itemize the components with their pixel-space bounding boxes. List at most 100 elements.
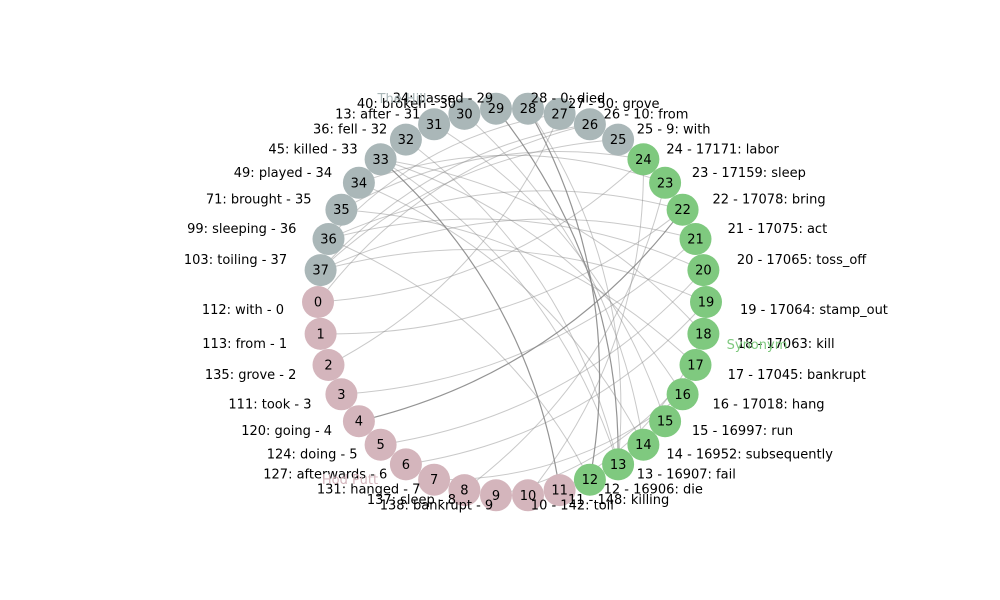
node-11[interactable]: 11: [543, 474, 576, 507]
node-1[interactable]: 1: [304, 317, 337, 350]
node-id-1: 1: [316, 327, 324, 342]
node-circle-3: [325, 378, 358, 411]
node-id-22: 22: [674, 203, 691, 218]
node-14[interactable]: 14: [627, 428, 660, 461]
node-24[interactable]: 24: [627, 143, 660, 176]
node-circle-4: [342, 405, 375, 438]
node-30[interactable]: 30: [448, 97, 481, 130]
node-id-32: 32: [398, 133, 415, 148]
edge-19-37: [320, 249, 707, 303]
group-label-synonym: Synonym: [727, 338, 788, 353]
group-label-layer: Hod Putt Synonym The Hill: [322, 92, 787, 488]
node-23[interactable]: 23: [649, 166, 682, 199]
node-id-15: 15: [657, 415, 674, 430]
node-circle-24: [627, 143, 660, 176]
node-id-16: 16: [674, 388, 691, 403]
node-7[interactable]: 7: [418, 463, 451, 496]
node-36[interactable]: 36: [312, 223, 345, 255]
node-28[interactable]: 28: [512, 92, 544, 125]
node-33[interactable]: 33: [364, 143, 397, 176]
node-0[interactable]: 0: [302, 286, 334, 318]
node-circle-9: [480, 479, 512, 512]
node-id-21: 21: [687, 233, 704, 248]
node-31[interactable]: 31: [418, 108, 451, 141]
node-10[interactable]: 10: [512, 479, 544, 512]
edge-13-33: [380, 158, 619, 465]
edge-23-34: [358, 154, 666, 184]
edge-3-21: [341, 238, 696, 395]
node-circle-5: [364, 428, 397, 461]
node-4[interactable]: 4: [342, 405, 375, 438]
node-32[interactable]: 32: [389, 123, 422, 156]
edge-4-22: [358, 209, 684, 422]
node-label-4: 120: going - 4: [241, 424, 332, 439]
node-8[interactable]: 8: [448, 474, 481, 507]
node-12[interactable]: 12: [573, 463, 606, 496]
node-id-13: 13: [610, 458, 627, 473]
edge-1-22: [320, 209, 683, 335]
node-37[interactable]: 37: [304, 254, 337, 287]
edge-2-27: [328, 113, 561, 366]
node-15[interactable]: 15: [649, 405, 682, 438]
node-label-11: 11 - 148: killing: [568, 493, 669, 508]
node-circle-31: [418, 108, 451, 141]
group-label-hod_putt: Hod Putt: [322, 473, 378, 488]
node-25[interactable]: 25: [602, 123, 635, 156]
node-17[interactable]: 17: [679, 349, 712, 381]
node-label-27: 27 - 50: grove: [568, 97, 660, 112]
node-29[interactable]: 29: [480, 92, 512, 125]
node-id-9: 9: [492, 489, 500, 504]
node-22[interactable]: 22: [666, 193, 699, 226]
node-13[interactable]: 13: [602, 448, 635, 481]
node-circle-10: [512, 479, 544, 512]
node-18[interactable]: 18: [687, 317, 720, 350]
node-circle-28: [512, 92, 544, 125]
node-label-16: 16 - 17018: hang: [713, 397, 825, 412]
edge-20-36: [328, 218, 704, 271]
node-35[interactable]: 35: [325, 193, 358, 226]
edge-26-0: [317, 123, 591, 303]
node-id-20: 20: [695, 264, 712, 279]
node-5[interactable]: 5: [364, 428, 397, 461]
node-34[interactable]: 34: [342, 166, 375, 199]
node-6[interactable]: 6: [389, 448, 422, 481]
node-26[interactable]: 26: [573, 108, 606, 141]
node-circle-35: [325, 193, 358, 226]
node-circle-33: [364, 143, 397, 176]
node-19[interactable]: 19: [690, 286, 722, 318]
node-2[interactable]: 2: [312, 349, 345, 381]
node-3[interactable]: 3: [325, 378, 358, 411]
node-circle-6: [389, 448, 422, 481]
edge-21-37: [320, 218, 696, 271]
node-label-6: 127: afterwards - 6: [263, 467, 387, 482]
node-circle-30: [448, 97, 481, 130]
node-label-15: 15 - 16997: run: [692, 424, 793, 439]
node-circle-13: [602, 448, 635, 481]
edge-16-33: [380, 158, 684, 395]
node-circle-14: [627, 428, 660, 461]
node-21[interactable]: 21: [679, 223, 712, 255]
node-circle-32: [389, 123, 422, 156]
node-label-24: 24 - 17171: labor: [666, 142, 779, 157]
node-20[interactable]: 20: [687, 254, 720, 287]
node-label-10: 10 - 142: toil: [531, 498, 614, 513]
node-id-0: 0: [314, 296, 322, 311]
node-label-29: 34: passed - 29: [393, 92, 494, 107]
node-label-20: 20 - 17065: toss_off: [737, 253, 867, 268]
node-16[interactable]: 16: [666, 378, 699, 411]
node-circle-21: [679, 223, 712, 255]
node-9[interactable]: 9: [480, 479, 512, 512]
node-circle-22: [666, 193, 699, 226]
side-label-layer: 112: with - 0 113: from - 1 135: grove - 2…: [184, 92, 888, 514]
node-27[interactable]: 27: [543, 97, 576, 130]
node-circle-1: [304, 317, 337, 350]
node-id-4: 4: [355, 415, 363, 430]
node-label-18: 18 - 17063: kill: [737, 337, 835, 352]
node-circle-15: [649, 405, 682, 438]
edge-5-20: [380, 269, 704, 446]
node-label-2: 135: grove - 2: [205, 368, 297, 383]
edge-24-35: [341, 150, 644, 211]
node-circle-17: [679, 349, 712, 381]
node-id-11: 11: [551, 484, 568, 499]
